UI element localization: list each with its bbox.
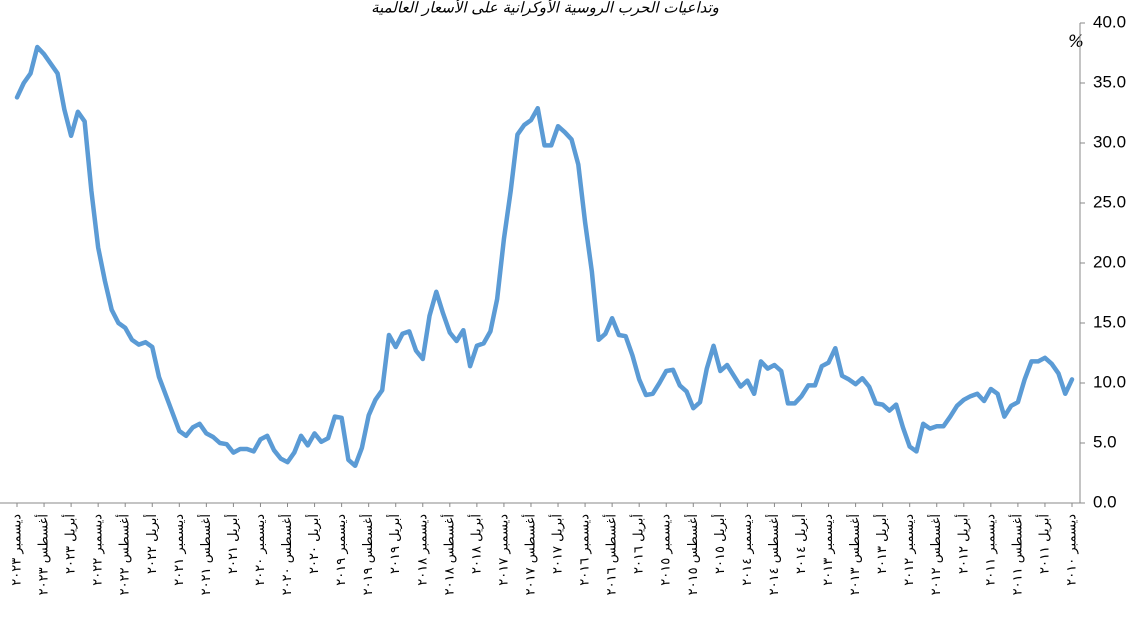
x-tick-label: ديسمبر ٢٠٢٢ <box>91 514 106 586</box>
y-tick-label: 10.0 <box>1093 372 1126 391</box>
y-tick-label: 35.0 <box>1093 72 1126 91</box>
x-tick-label: أغسطس ٢٠١٩ <box>359 514 376 595</box>
x-tick-label: ديسمبر ٢٠١٤ <box>740 514 755 586</box>
x-tick-label: أغسطس ٢٠١٤ <box>765 514 782 595</box>
y-tick-label: 0.0 <box>1093 492 1117 511</box>
x-tick-label: ديسمبر ٢٠١٥ <box>659 514 674 586</box>
x-tick-label: أبريل ٢٠١٥ <box>711 514 728 574</box>
x-tick-label: أبريل ٢٠١٦ <box>630 514 647 574</box>
y-tick-label: 40.0 <box>1093 12 1126 31</box>
x-tick-label: أبريل ٢٠٢١ <box>224 514 241 574</box>
x-tick-label: أغسطس ٢٠١٦ <box>603 514 620 595</box>
x-tick-label: أبريل ٢٠١٤ <box>792 514 809 574</box>
x-tick-label: ديسمبر ٢٠١٣ <box>821 514 836 586</box>
x-tick-label: أغسطس ٢٠١٥ <box>684 514 701 595</box>
x-tick-label: أغسطس ٢٠٢٠ <box>278 514 295 595</box>
x-tick-label: أبريل ٢٠١٣ <box>873 514 890 574</box>
x-tick-label: أبريل ٢٠١٧ <box>549 514 566 574</box>
x-tick-label: أغسطس ٢٠١٣ <box>846 514 863 595</box>
y-tick-label: 25.0 <box>1093 192 1126 211</box>
x-tick-label: أبريل ٢٠٢٢ <box>143 514 160 574</box>
y-tick-label: 15.0 <box>1093 312 1126 331</box>
x-tick-label: أبريل ٢٠١٩ <box>386 514 403 574</box>
x-tick-label: ديسمبر ٢٠١١ <box>983 514 998 586</box>
x-tick-label: أغسطس ٢٠٢١ <box>197 514 214 595</box>
x-tick-label: أبريل ٢٠٢٣ <box>62 514 79 574</box>
x-tick-label: ديسمبر ٢٠١٢ <box>902 514 917 586</box>
x-tick-label: ديسمبر ٢٠١٨ <box>415 514 430 586</box>
x-tick-label: أبريل ٢٠١٨ <box>467 514 484 574</box>
x-tick-label: ديسمبر ٢٠٢٠ <box>253 514 268 586</box>
x-tick-label: ديسمبر ٢٠١٩ <box>334 514 349 586</box>
x-tick-label: ديسمبر ٢٠١٠ <box>1065 514 1080 586</box>
x-tick-label: أغسطس ٢٠١٧ <box>521 514 538 595</box>
y-tick-label: 5.0 <box>1093 432 1117 451</box>
x-tick-label: ديسمبر ٢٠١٧ <box>496 514 511 586</box>
x-tick-label: ديسمبر ٢٠٢١ <box>172 514 187 586</box>
x-tick-label: أغسطس ٢٠١٢ <box>927 514 944 595</box>
x-tick-label: ديسمبر ٢٠٢٣ <box>10 514 25 586</box>
x-tick-label: أغسطس ٢٠١١ <box>1008 514 1025 595</box>
x-tick-label: أبريل ٢٠١١ <box>1035 514 1052 574</box>
y-tick-label: 30.0 <box>1093 132 1126 151</box>
series-line <box>14 44 1075 469</box>
y-tick-label: 20.0 <box>1093 252 1126 271</box>
x-tick-label: أغسطس ٢٠٢٣ <box>35 514 52 595</box>
x-tick-label: أبريل ٢٠١٢ <box>954 514 971 574</box>
x-tick-label: أبريل ٢٠٢٠ <box>305 514 322 574</box>
x-tick-label: أغسطس ٢٠١٨ <box>440 514 457 595</box>
y-axis-unit: % <box>1068 32 1084 52</box>
x-tick-label: أغسطس ٢٠٢٢ <box>116 514 133 595</box>
x-tick-label: ديسمبر ٢٠١٦ <box>578 514 593 586</box>
chart-title: وتداعيات الحرب الروسية الأوكرانية على ال… <box>371 0 719 17</box>
